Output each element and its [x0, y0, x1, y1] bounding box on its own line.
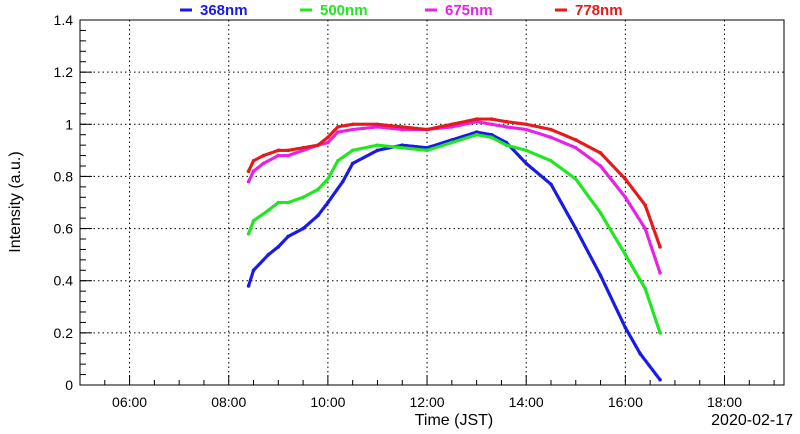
- legend-label: 500nm: [320, 2, 368, 19]
- series-675nm: [246, 119, 662, 275]
- series-368nm: [246, 130, 662, 382]
- x-tick-label: 06:00: [112, 394, 147, 410]
- data-points: [246, 117, 662, 382]
- legend-label: 675nm: [445, 2, 493, 19]
- x-tick-label: 14:00: [509, 394, 544, 410]
- y-tick-label: 0.4: [54, 273, 74, 289]
- data-point: [658, 245, 662, 249]
- x-tick-label: 10:00: [310, 394, 345, 410]
- grid-lines: [80, 20, 784, 385]
- data-point: [658, 331, 662, 335]
- y-tick-label: 0.2: [54, 325, 74, 341]
- x-axis-title: Time (JST): [415, 412, 494, 429]
- x-tick-label: 12:00: [410, 394, 445, 410]
- axis-ticks: [79, 19, 775, 386]
- legend-label: 778nm: [575, 2, 623, 19]
- date-label: 2020-02-17: [711, 412, 793, 429]
- y-tick-label: 1.2: [54, 64, 74, 80]
- x-tick-label: 08:00: [211, 394, 246, 410]
- data-point: [658, 377, 662, 382]
- legend-label: 368nm: [200, 2, 248, 19]
- plot-frame: [79, 19, 785, 386]
- x-tick-label: 16:00: [608, 394, 643, 410]
- y-tick-label: 1: [65, 116, 73, 132]
- x-tick-label: 18:00: [707, 394, 742, 410]
- y-tick-label: 1.4: [54, 12, 74, 28]
- legend: 368nm 500nm 675nm 778nm: [180, 2, 623, 19]
- data-point: [658, 271, 662, 275]
- y-axis-title: Intensity (a.u.): [7, 151, 24, 252]
- series-778nm: [246, 117, 662, 249]
- series-500nm: [246, 132, 662, 335]
- y-tick-label: 0.8: [54, 168, 74, 184]
- y-tick-label: 0: [65, 377, 73, 393]
- tick-labels: 06:00 08:00 10:00 12:00 14:00 16:00 18:00 0 0.2 0…: [54, 12, 743, 410]
- y-tick-label: 0.6: [54, 221, 74, 237]
